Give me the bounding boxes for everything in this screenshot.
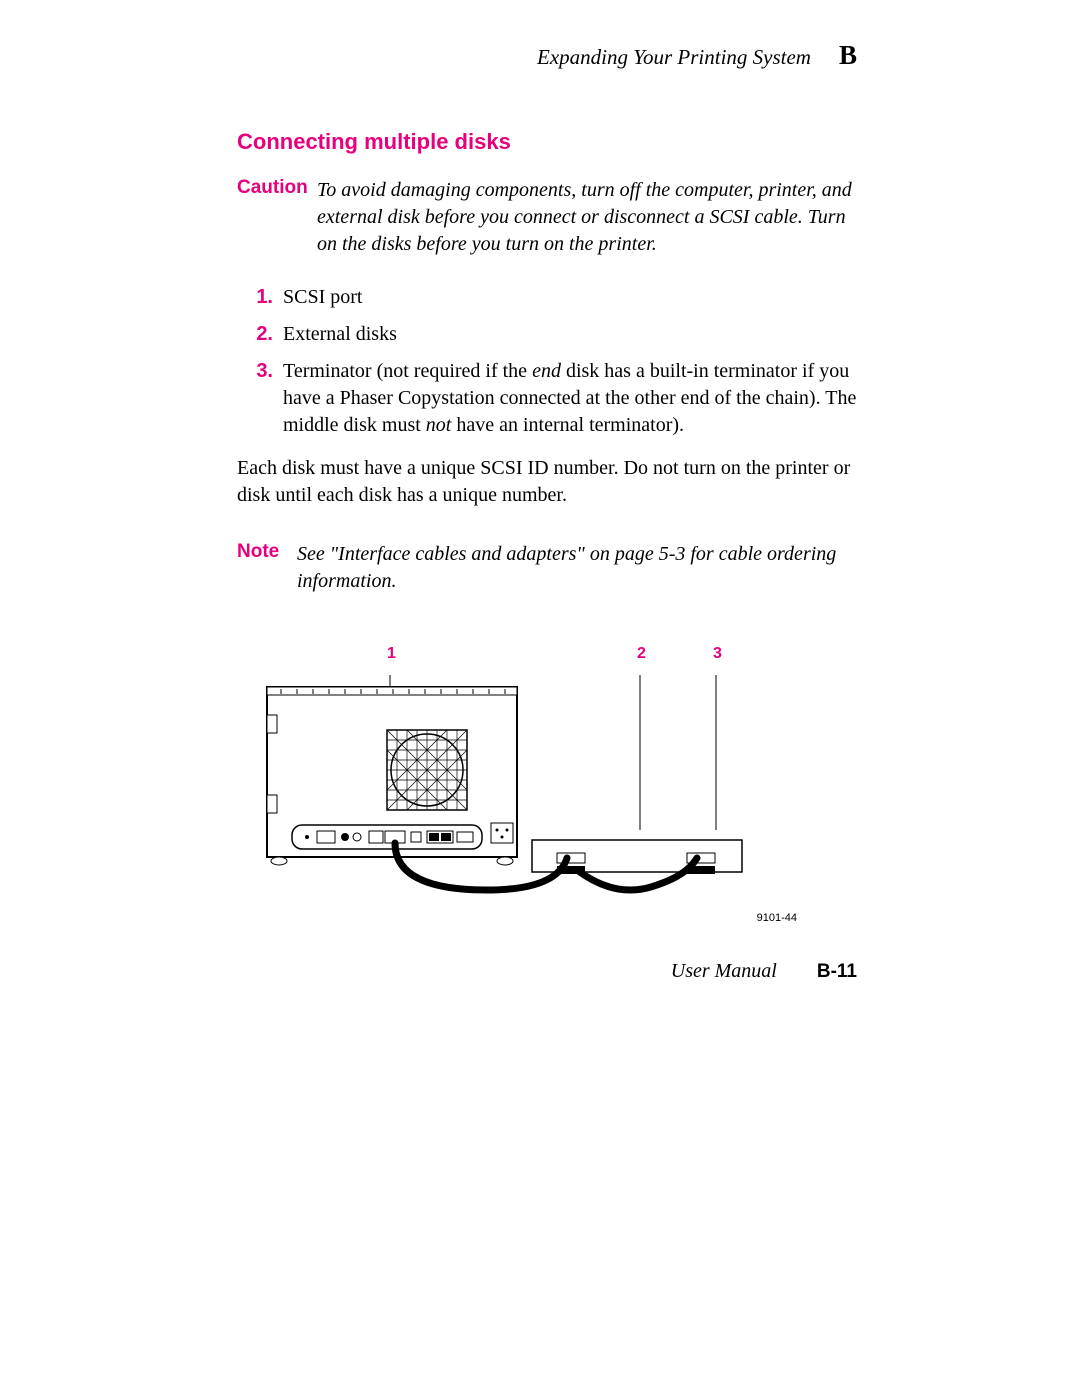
note-block: Note See "Interface cables and adapters"…: [237, 541, 857, 595]
list-item: 2. External disks: [237, 321, 857, 348]
footer-book-title: User Manual: [671, 960, 777, 983]
note-label: Note: [237, 541, 297, 595]
page-footer: User Manual B-11: [237, 960, 857, 983]
callout-2: 2: [637, 645, 646, 663]
figure: 1 2 3: [257, 645, 797, 924]
note-text: See "Interface cables and adapters" on p…: [297, 541, 857, 595]
list-number: 2.: [237, 321, 273, 348]
list-item: 3. Terminator (not required if the end d…: [237, 358, 857, 439]
page-header: Expanding Your Printing System B: [237, 40, 857, 71]
chapter-letter: B: [839, 40, 857, 71]
footer-page-number: B-11: [817, 961, 857, 983]
caution-text: To avoid damaging components, turn off t…: [317, 177, 857, 258]
numbered-list: 1. SCSI port 2. External disks 3. Termin…: [237, 284, 857, 439]
list-item: 1. SCSI port: [237, 284, 857, 311]
caution-block: Caution To avoid damaging components, tu…: [237, 177, 857, 258]
diagram-svg: [257, 675, 797, 905]
figure-id: 9101-44: [257, 912, 797, 924]
list-text: SCSI port: [283, 284, 362, 311]
chapter-title: Expanding Your Printing System: [537, 45, 811, 70]
section-heading: Connecting multiple disks: [237, 129, 857, 155]
callout-1: 1: [387, 645, 396, 663]
callout-3: 3: [713, 645, 722, 663]
list-number: 3.: [237, 358, 273, 439]
body-paragraph: Each disk must have a unique SCSI ID num…: [237, 455, 857, 509]
figure-callouts: 1 2 3: [257, 645, 797, 667]
list-number: 1.: [237, 284, 273, 311]
list-text: External disks: [283, 321, 397, 348]
list-text: Terminator (not required if the end disk…: [283, 358, 857, 439]
caution-label: Caution: [237, 177, 317, 258]
